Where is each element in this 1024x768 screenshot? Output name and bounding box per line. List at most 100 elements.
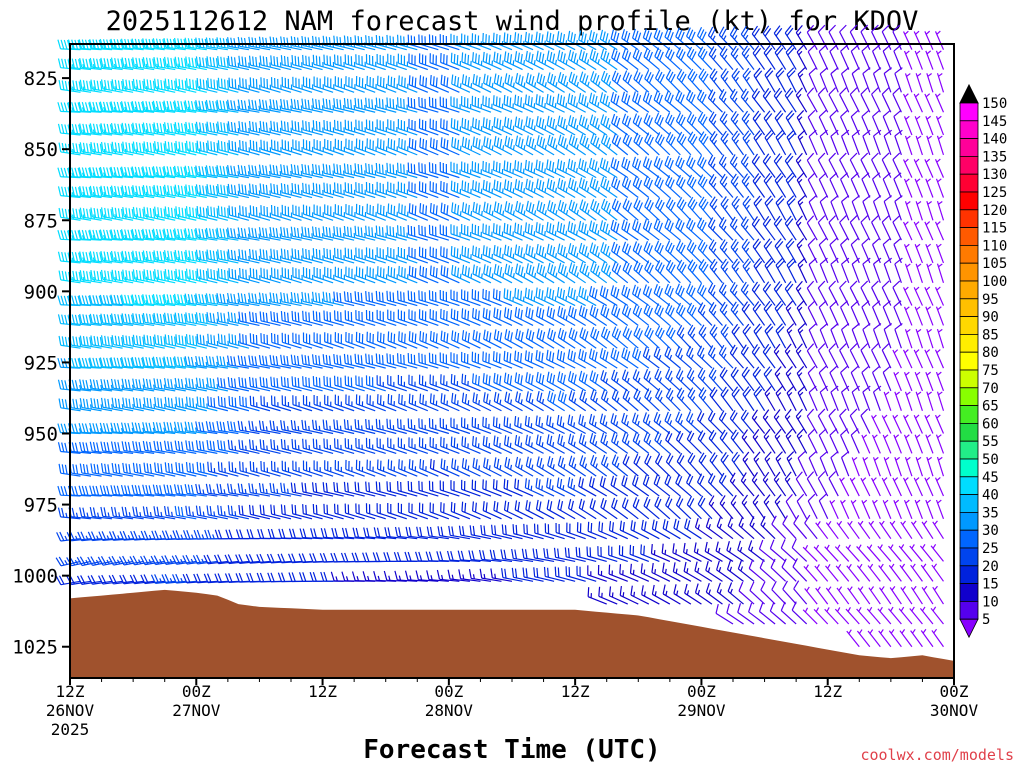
wind-barb <box>174 249 197 264</box>
wind-barb <box>904 263 913 284</box>
colorbar-label: 150 <box>982 96 1007 112</box>
wind-barb <box>871 499 881 520</box>
colorbar-swatch <box>959 333 979 353</box>
wind-barb <box>140 555 165 566</box>
wind-barb <box>860 343 871 369</box>
wind-barb <box>785 44 797 70</box>
wind-barb <box>290 482 313 497</box>
wind-barb <box>709 68 723 93</box>
wind-barb <box>110 294 134 307</box>
colorbar-label: 115 <box>982 221 1007 237</box>
wind-barb <box>142 356 165 369</box>
wind-barb <box>763 238 776 264</box>
wind-barb <box>860 215 871 241</box>
wind-barb <box>894 323 903 349</box>
wind-barb <box>817 343 829 369</box>
wind-barb <box>698 196 713 221</box>
wind-barb <box>79 58 102 71</box>
wind-barb <box>903 286 913 306</box>
wind-barb <box>786 257 797 284</box>
wind-barb <box>889 520 902 540</box>
wind-barb <box>676 69 692 93</box>
colorbar-swatch <box>959 191 979 211</box>
wind-barb <box>817 408 829 434</box>
wind-barb <box>925 243 934 264</box>
wind-barb <box>216 293 239 307</box>
wind-barb <box>586 546 607 563</box>
wind-barb <box>644 132 660 156</box>
wind-barb <box>185 505 207 520</box>
wind-barb <box>280 164 302 179</box>
colorbar-swatch <box>959 244 979 264</box>
wind-barb <box>323 120 344 136</box>
wind-barb <box>100 269 123 284</box>
wind-barb <box>120 101 144 113</box>
wind-barb <box>89 101 113 113</box>
wind-barb <box>687 131 702 156</box>
wind-barb <box>764 258 776 284</box>
wind-barb <box>196 461 218 477</box>
wind-barb <box>925 115 934 136</box>
wind-barb <box>302 204 323 221</box>
wind-barb <box>270 77 292 93</box>
wind-barb <box>806 215 818 241</box>
wind-barb <box>111 397 134 412</box>
wind-barb <box>882 499 892 520</box>
wind-barb <box>142 506 165 520</box>
wind-barb <box>936 200 945 221</box>
wind-barb <box>132 313 155 327</box>
wind-barb <box>132 269 155 284</box>
wind-barb <box>249 205 271 221</box>
wind-barb <box>920 563 934 582</box>
wind-barb <box>932 520 944 540</box>
wind-barb <box>936 391 945 411</box>
wind-barb <box>936 263 945 283</box>
wind-barb <box>914 115 923 136</box>
colorbar-swatch <box>959 547 979 567</box>
colorbar-label: 145 <box>982 114 1007 130</box>
wind-barb <box>797 257 808 284</box>
wind-barb <box>791 538 808 562</box>
wind-barb <box>709 452 723 477</box>
wind-barb <box>280 504 302 520</box>
wind-barb <box>280 248 302 264</box>
wind-barb <box>311 419 334 435</box>
wind-barb <box>786 451 797 477</box>
wind-barb <box>132 185 155 199</box>
wind-barb <box>665 259 681 284</box>
wind-barb <box>930 606 944 625</box>
wind-barb <box>840 499 850 520</box>
wind-barb <box>281 76 302 93</box>
wind-barb <box>924 93 934 113</box>
wind-barb <box>796 428 808 454</box>
wind-barb <box>152 228 176 241</box>
wind-barb <box>913 477 923 497</box>
wind-barb <box>260 461 281 477</box>
wind-barb <box>100 185 123 199</box>
wind-barb <box>57 442 81 454</box>
wind-barb <box>764 385 776 412</box>
wind-barb <box>914 50 923 70</box>
wind-barb <box>227 183 250 199</box>
wind-barb <box>644 69 660 93</box>
y-tick-label: 875 <box>24 210 58 232</box>
wind-barb <box>173 100 197 113</box>
wind-barb <box>904 328 913 349</box>
wind-barb <box>100 506 123 520</box>
wind-barb <box>334 204 355 221</box>
wind-barb <box>292 460 313 477</box>
wind-barb <box>195 228 218 241</box>
wind-barb <box>899 629 913 648</box>
wind-barb <box>175 268 197 284</box>
wind-barb <box>217 396 239 412</box>
wind-barb <box>302 460 323 477</box>
wind-barb <box>248 292 271 307</box>
colorbar-swatch <box>959 262 979 282</box>
wind-barb <box>185 121 207 136</box>
wind-barb <box>122 269 144 284</box>
colorbar-label: 140 <box>982 132 1007 148</box>
colorbar-swatch <box>959 227 979 246</box>
wind-barb <box>915 73 923 93</box>
wind-barb <box>248 227 271 241</box>
wind-barb <box>752 173 766 198</box>
